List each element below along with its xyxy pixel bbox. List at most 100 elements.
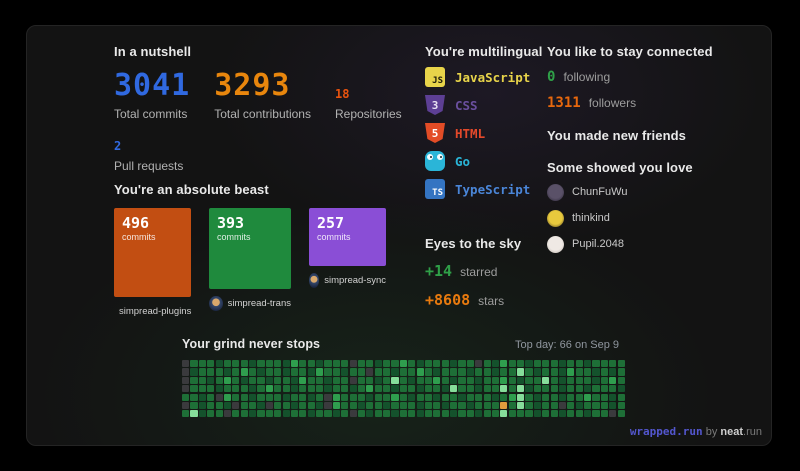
heatmap-cell [265, 368, 273, 376]
heatmap-cell [517, 376, 525, 384]
repo-card[interactable]: 257 commits [309, 208, 386, 266]
heatmap-cell [416, 368, 424, 376]
repo-card[interactable]: 496 commits [114, 208, 191, 297]
heatmap-cell [341, 376, 349, 384]
stat-label: Total commits [114, 107, 188, 121]
heatmap-cell [349, 376, 357, 384]
love-user-row[interactable]: ChunFuWu [547, 183, 737, 201]
love-user-row[interactable]: thinkind [547, 209, 737, 227]
contribution-header: Your grind never stops Top day: 66 on Se… [182, 337, 619, 351]
heatmap-cell [617, 385, 625, 393]
heatmap-cell [290, 376, 299, 384]
heatmap-cell [441, 385, 449, 393]
heatmap-cell [182, 393, 190, 401]
heatmap-cell [466, 401, 474, 410]
heatmap-cell [198, 410, 206, 418]
heatmap-cell [592, 368, 600, 376]
friends-title: You made new friends [547, 128, 687, 143]
heatmap-cell [441, 360, 449, 368]
heatmap-cell [508, 376, 516, 384]
heatmap-cell [592, 360, 600, 368]
heatmap-cell [190, 376, 198, 384]
heatmap-cell [558, 393, 567, 401]
heatmap-cell [332, 410, 340, 418]
heatmap-cell [558, 376, 567, 384]
heatmap-cell [441, 401, 449, 410]
heatmap-cell [324, 401, 332, 410]
heatmap-cell [198, 376, 206, 384]
heatmap-cell [182, 385, 190, 393]
heatmap-cell [307, 376, 315, 384]
heatmap-cell [550, 360, 558, 368]
heatmap-cell [324, 385, 332, 393]
heatmap-cell [491, 401, 500, 410]
heatmap-cell [265, 360, 273, 368]
heatmap-cell [215, 410, 223, 418]
language-icon-badge: 3 [431, 98, 439, 112]
languages-title: You're multilingual [425, 44, 543, 59]
repo-card[interactable]: 393 commits [209, 208, 291, 289]
love-user-row[interactable]: Pupil.2048 [547, 235, 737, 253]
heatmap-cell [600, 393, 608, 401]
heatmap-cell [290, 360, 299, 368]
heatmap-cell [592, 376, 600, 384]
heatmap-cell [600, 401, 608, 410]
heatmap-cell [399, 360, 407, 368]
heatmap-cell [441, 376, 449, 384]
heatmap-cell [458, 385, 466, 393]
heatmap-cell [290, 410, 299, 418]
heatmap-cell [307, 385, 315, 393]
heatmap-cell [483, 385, 491, 393]
heatmap-cell [223, 393, 232, 401]
repo-column: 496 commits simpread-plugins [114, 208, 191, 319]
heatmap-cell [324, 393, 332, 401]
pull-requests-stat: 2 Pull requests [114, 139, 414, 173]
heatmap-cell [274, 401, 282, 410]
heatmap-cell [198, 393, 206, 401]
heatmap-cell [249, 393, 257, 401]
heatmap-cell [558, 410, 567, 418]
wrapped-run-link[interactable]: wrapped.run [629, 425, 703, 438]
heatmap-cell [299, 410, 307, 418]
pull-requests-value: 2 [114, 139, 122, 153]
stars-line: +8608 stars [425, 291, 565, 309]
pull-requests-label: Pull requests [114, 159, 184, 173]
heatmap-cell [316, 360, 324, 368]
section-friends: You made new friends Some showed you lov… [547, 128, 737, 253]
heatmap-cell [491, 368, 500, 376]
heatmap-cell [617, 393, 625, 401]
following-value: 0 [547, 69, 556, 85]
love-title: Some showed you love [547, 160, 693, 175]
repo-name: simpread-sync [324, 275, 386, 286]
heatmap-cell [408, 410, 416, 418]
heatmap-cell [232, 410, 240, 418]
heatmap-cell [533, 393, 541, 401]
heatmap-cell [274, 376, 282, 384]
stat-block: 18 Repositories [335, 87, 402, 121]
language-name: JavaScript [455, 69, 531, 85]
heatmap-cell [399, 393, 407, 401]
heatmap-cell [357, 376, 366, 384]
heatmap-cell [550, 401, 558, 410]
heatmap-cell [609, 393, 617, 401]
repo-label-row[interactable]: simpread-sync [309, 273, 386, 288]
heatmap-cell [408, 385, 416, 393]
heatmap-cell [525, 368, 533, 376]
heatmap-cell [600, 376, 608, 384]
heatmap-cell [207, 368, 215, 376]
heatmap-cell [466, 410, 474, 418]
heatmap-cell [265, 401, 273, 410]
heatmap-cell [257, 385, 265, 393]
heatmap-cell [558, 368, 567, 376]
heatmap-cell [332, 376, 340, 384]
heatmap-cell [383, 393, 391, 401]
repo-label-row[interactable]: simpread-plugins [114, 304, 191, 319]
heatmap-cell [408, 393, 416, 401]
heatmap-cell [391, 376, 399, 384]
heatmap-cell [324, 368, 332, 376]
heatmap-cell [307, 360, 315, 368]
heatmap-cell [299, 368, 307, 376]
heatmap-cell [424, 401, 433, 410]
heatmap-cell [332, 385, 340, 393]
repo-label-row[interactable]: simpread-trans [209, 296, 291, 311]
